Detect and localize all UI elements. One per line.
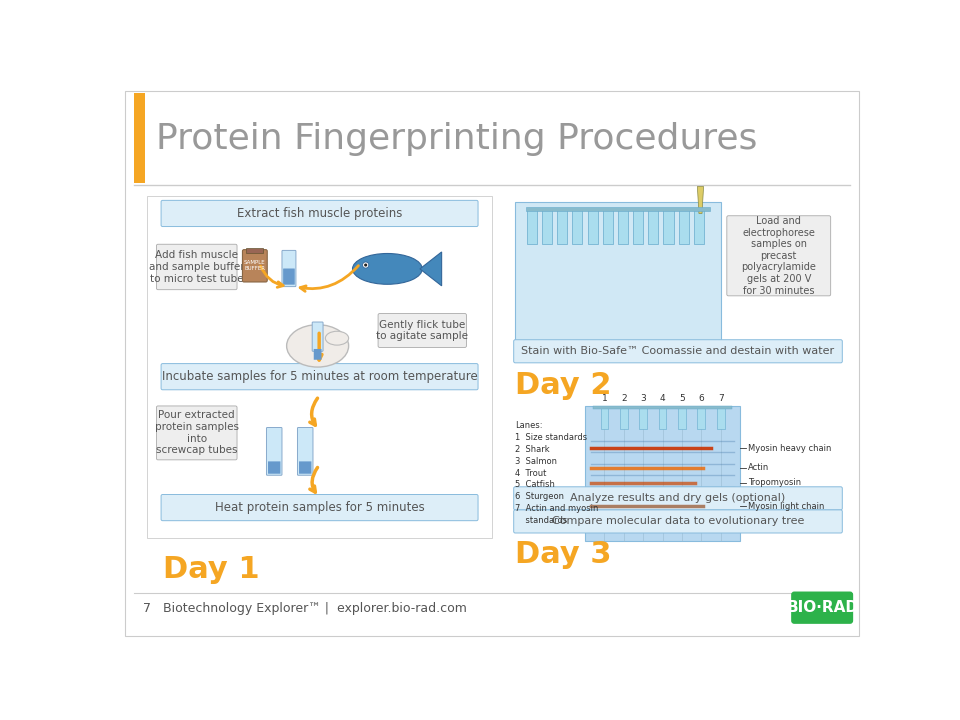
Text: Heat protein samples for 5 minutes: Heat protein samples for 5 minutes [215,501,424,514]
Text: 3: 3 [640,394,646,403]
Text: Lanes:
1  Size standards
2  Shark
3  Salmon
4  Trout
5  Catfish
6  Sturgeon
7  A: Lanes: 1 Size standards 2 Shark 3 Salmon… [516,421,599,525]
FancyBboxPatch shape [299,462,311,474]
FancyBboxPatch shape [514,340,842,363]
Bar [592,406,732,409]
Bar [659,408,666,429]
Text: 2: 2 [621,394,627,403]
Bar [527,210,537,244]
Polygon shape [697,186,704,213]
Bar [717,408,725,429]
FancyBboxPatch shape [791,592,853,624]
Bar [542,210,552,244]
Text: BIO·RAD: BIO·RAD [786,600,858,615]
Bar [147,196,492,539]
Text: Incubate samples for 5 minutes at room temperature: Incubate samples for 5 minutes at room t… [161,370,477,383]
FancyBboxPatch shape [283,269,295,284]
Text: 1: 1 [602,394,608,403]
Text: Myosin heavy chain: Myosin heavy chain [748,444,831,453]
Ellipse shape [352,253,422,284]
Text: Extract fish muscle proteins: Extract fish muscle proteins [237,207,402,220]
Text: Compare molecular data to evolutionary tree: Compare molecular data to evolutionary t… [552,516,804,526]
FancyBboxPatch shape [282,251,296,287]
Bar [601,408,609,429]
Bar [639,408,647,429]
Bar [694,210,704,244]
Bar [679,210,688,244]
Text: Pour extracted
protein samples
into
screwcap tubes: Pour extracted protein samples into scre… [155,410,239,455]
Bar [603,210,612,244]
FancyBboxPatch shape [161,364,478,390]
FancyBboxPatch shape [156,244,237,289]
FancyBboxPatch shape [268,462,280,474]
Ellipse shape [364,264,368,266]
FancyBboxPatch shape [298,428,313,475]
Bar [516,202,721,344]
Ellipse shape [325,331,348,345]
FancyBboxPatch shape [161,200,478,227]
Text: Stain with Bio-Safe™ Coomassie and destain with water: Stain with Bio-Safe™ Coomassie and desta… [521,346,834,356]
FancyBboxPatch shape [514,510,842,533]
FancyBboxPatch shape [378,313,467,348]
Text: Load and
electrophorese
samples on
precast
polyacrylamide
gels at 200 V
for 30 m: Load and electrophorese samples on preca… [741,216,816,296]
Text: 6: 6 [698,394,704,403]
Text: Day 2: Day 2 [516,371,612,400]
Bar [663,210,674,244]
Text: Biotechnology Explorer™ |  explorer.bio-rad.com: Biotechnology Explorer™ | explorer.bio-r… [162,602,467,615]
Text: Day 3: Day 3 [516,540,612,569]
Ellipse shape [363,262,369,268]
Text: SAMPLE
BUFFER: SAMPLE BUFFER [244,261,266,271]
Bar [648,210,659,244]
Text: 4: 4 [660,394,665,403]
Bar [585,406,740,541]
FancyBboxPatch shape [161,495,478,521]
Text: Tropomyosin: Tropomyosin [748,479,801,487]
Text: Myosin light chain: Myosin light chain [748,502,824,510]
FancyBboxPatch shape [514,487,842,510]
FancyBboxPatch shape [156,406,237,460]
Bar [633,210,643,244]
Text: 7: 7 [143,602,152,615]
Bar [572,210,583,244]
Text: Protein Fingerprinting Procedures: Protein Fingerprinting Procedures [156,122,757,156]
FancyBboxPatch shape [267,428,282,475]
Text: Add fish muscle
and sample buffer
to micro test tube: Add fish muscle and sample buffer to mic… [149,251,245,284]
Bar [134,93,145,184]
Bar [557,210,567,244]
Bar [588,210,598,244]
FancyBboxPatch shape [314,349,322,360]
Text: 7: 7 [718,394,724,403]
Bar [678,408,685,429]
Ellipse shape [287,325,348,367]
Bar [526,207,709,211]
Bar [618,210,628,244]
FancyBboxPatch shape [243,250,267,282]
Bar [247,248,263,253]
FancyBboxPatch shape [727,216,830,296]
Text: Gently flick tube
to agitate sample: Gently flick tube to agitate sample [376,320,468,341]
Text: Day 1: Day 1 [162,555,259,585]
Bar [620,408,628,429]
Text: Analyze results and dry gels (optional): Analyze results and dry gels (optional) [570,493,785,503]
FancyBboxPatch shape [312,322,324,351]
Polygon shape [420,252,442,286]
Bar [697,408,706,429]
Text: Actin: Actin [748,463,769,472]
Text: 5: 5 [679,394,684,403]
